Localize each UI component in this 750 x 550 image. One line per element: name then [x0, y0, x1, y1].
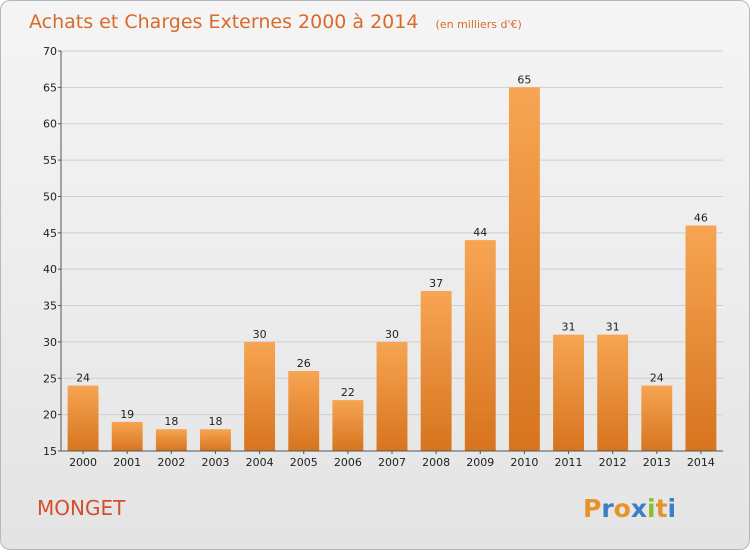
- y-tick-label: 65: [43, 81, 57, 94]
- data-label: 30: [385, 328, 399, 341]
- bar-2008: [420, 291, 452, 451]
- chart-title-unit: (en milliers d'€): [436, 18, 522, 31]
- data-label: 37: [429, 277, 443, 290]
- labels: 24 19 18 18 30 26 22 30 37 44 65 31 31 24 46: [76, 73, 708, 428]
- logo-letter: r: [601, 494, 614, 523]
- data-label: 30: [253, 328, 267, 341]
- x-tick-label: 2011: [555, 456, 583, 469]
- axes: 15 20 25 30 35 40 45 50 55 60 65 70 2000 2001 2002 2003…: [43, 45, 723, 469]
- data-label: 22: [341, 386, 355, 399]
- x-tick-label: 2012: [599, 456, 627, 469]
- bar-2002: [155, 429, 187, 451]
- y-tick-label: 35: [43, 300, 57, 313]
- data-label: 26: [297, 357, 311, 370]
- chart-title-main: Achats et Charges Externes 2000 à 2014: [29, 11, 418, 33]
- bar-2007: [376, 341, 408, 451]
- chart-title: Achats et Charges Externes 2000 à 2014 (…: [29, 11, 522, 33]
- x-tick-label: 2007: [378, 456, 406, 469]
- bar-2004: [244, 341, 276, 451]
- bar-2000: [67, 385, 99, 451]
- y-tick-label: 50: [43, 190, 57, 203]
- logo-letter: t: [656, 494, 668, 523]
- y-tick-label: 30: [43, 336, 57, 349]
- grid: [61, 50, 723, 416]
- x-tick-label: 2009: [466, 456, 494, 469]
- logo-letter: P: [583, 494, 601, 523]
- x-tick-label: 2013: [643, 456, 671, 469]
- x-tick-label: 2000: [69, 456, 97, 469]
- y-tick-label: 55: [43, 154, 57, 167]
- bar-2006: [332, 400, 364, 451]
- data-label: 19: [120, 408, 134, 421]
- commune-name: MONGET: [37, 496, 126, 520]
- x-tick-label: 2014: [687, 456, 715, 469]
- x-tick-label: 2010: [510, 456, 538, 469]
- logo-letter: i: [668, 494, 677, 523]
- x-tick-label: 2001: [113, 456, 141, 469]
- data-label: 24: [650, 372, 664, 385]
- proxiti-logo: Proxiti: [583, 494, 676, 523]
- data-label: 44: [473, 226, 487, 239]
- data-label: 65: [517, 73, 531, 86]
- x-tick-label: 2004: [246, 456, 274, 469]
- bar-2010: [508, 87, 540, 451]
- bar-2012: [597, 334, 629, 451]
- data-label: 31: [562, 321, 576, 334]
- bar-2005: [288, 371, 320, 451]
- data-label: 24: [76, 372, 90, 385]
- data-label: 31: [606, 321, 620, 334]
- data-label: 18: [208, 415, 222, 428]
- y-tick-label: 40: [43, 263, 57, 276]
- bar-2011: [553, 334, 584, 451]
- y-tick-label: 25: [43, 372, 57, 385]
- x-tick-label: 2006: [334, 456, 362, 469]
- x-tick-label: 2002: [157, 456, 185, 469]
- data-label: 46: [694, 212, 708, 225]
- logo-letter: o: [614, 494, 631, 523]
- bar-2009: [464, 240, 496, 451]
- y-tick-label: 15: [43, 445, 57, 458]
- x-tick-label: 2003: [201, 456, 229, 469]
- y-tick-label: 45: [43, 227, 57, 240]
- bar-2003: [200, 429, 231, 451]
- bars: [67, 87, 717, 451]
- logo-letter: i: [647, 494, 656, 523]
- y-tick-label: 20: [43, 409, 57, 422]
- y-tick-label: 70: [43, 45, 57, 58]
- bar-2014: [685, 225, 717, 451]
- logo-letter: x: [631, 494, 647, 523]
- x-tick-label: 2005: [290, 456, 318, 469]
- y-tick-label: 60: [43, 118, 57, 131]
- bar-2013: [641, 385, 673, 451]
- bar-2001: [111, 421, 143, 451]
- x-tick-label: 2008: [422, 456, 450, 469]
- data-label: 18: [164, 415, 178, 428]
